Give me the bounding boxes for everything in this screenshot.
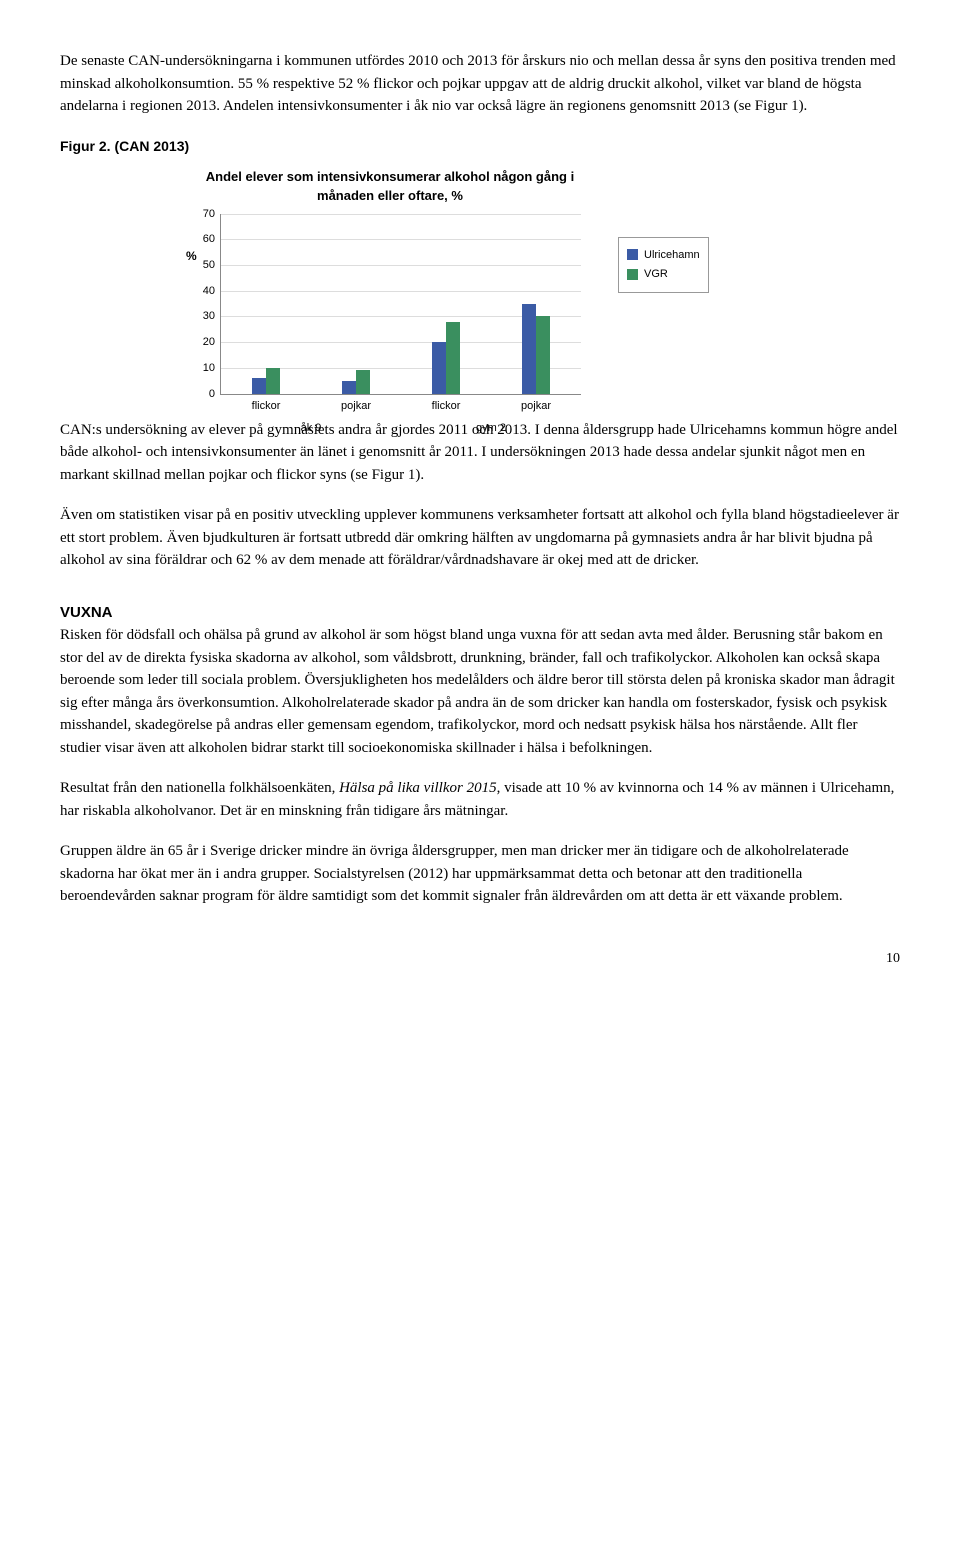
paragraph-6: Gruppen äldre än 65 år i Sverige dricker…	[60, 840, 900, 908]
gridline	[221, 291, 581, 292]
ytick-label: 0	[191, 385, 215, 402]
para5-text-a: Resultat från den nationella folkhälsoen…	[60, 780, 339, 796]
figure-label: Figur 2. (CAN 2013)	[60, 136, 900, 157]
ytick-label: 60	[191, 231, 215, 248]
xgroup-label: gym 2	[476, 420, 506, 437]
xtick-label: pojkar	[521, 398, 551, 415]
ytick-label: 40	[191, 282, 215, 299]
ytick-label: 20	[191, 334, 215, 351]
gridline	[221, 239, 581, 240]
paragraph-5: Resultat från den nationella folkhälsoen…	[60, 777, 900, 822]
bar	[522, 304, 536, 394]
chart-title: Andel elever som intensivkonsumerar alko…	[180, 167, 600, 206]
legend-swatch	[627, 249, 638, 260]
bar	[536, 316, 550, 393]
chart-container: Andel elever som intensivkonsumerar alko…	[180, 167, 900, 395]
paragraph-4: Risken för dödsfall och ohälsa på grund …	[60, 624, 900, 759]
gridline	[221, 214, 581, 215]
bar	[342, 381, 356, 394]
xtick-label: pojkar	[341, 398, 371, 415]
ytick-label: 50	[191, 257, 215, 274]
legend-label: VGR	[644, 266, 668, 283]
page-number: 10	[60, 948, 900, 969]
para5-italic: Hälsa på lika villkor 2015	[339, 780, 497, 796]
xgroup-label: åk 9	[301, 420, 322, 437]
chart-area: Andel elever som intensivkonsumerar alko…	[180, 167, 600, 395]
chart-plot: 010203040506070flickorpojkarflickorpojka…	[220, 214, 581, 395]
bar	[252, 378, 266, 393]
bar	[266, 368, 280, 394]
ytick-label: 70	[191, 205, 215, 222]
gridline	[221, 265, 581, 266]
bar	[356, 370, 370, 393]
xtick-label: flickor	[252, 398, 281, 415]
legend-label: Ulricehamn	[644, 247, 700, 264]
paragraph-1: De senaste CAN-undersökningarna i kommun…	[60, 50, 900, 118]
legend-swatch	[627, 269, 638, 280]
bar	[432, 342, 446, 393]
ytick-label: 10	[191, 360, 215, 377]
chart-legend: Ulricehamn VGR	[618, 237, 709, 293]
paragraph-3: Även om statistiken visar på en positiv …	[60, 504, 900, 572]
section-heading-vuxna: VUXNA	[60, 602, 900, 625]
ytick-label: 30	[191, 308, 215, 325]
bar	[446, 322, 460, 394]
legend-row: VGR	[627, 266, 700, 283]
legend-row: Ulricehamn	[627, 247, 700, 264]
xtick-label: flickor	[432, 398, 461, 415]
